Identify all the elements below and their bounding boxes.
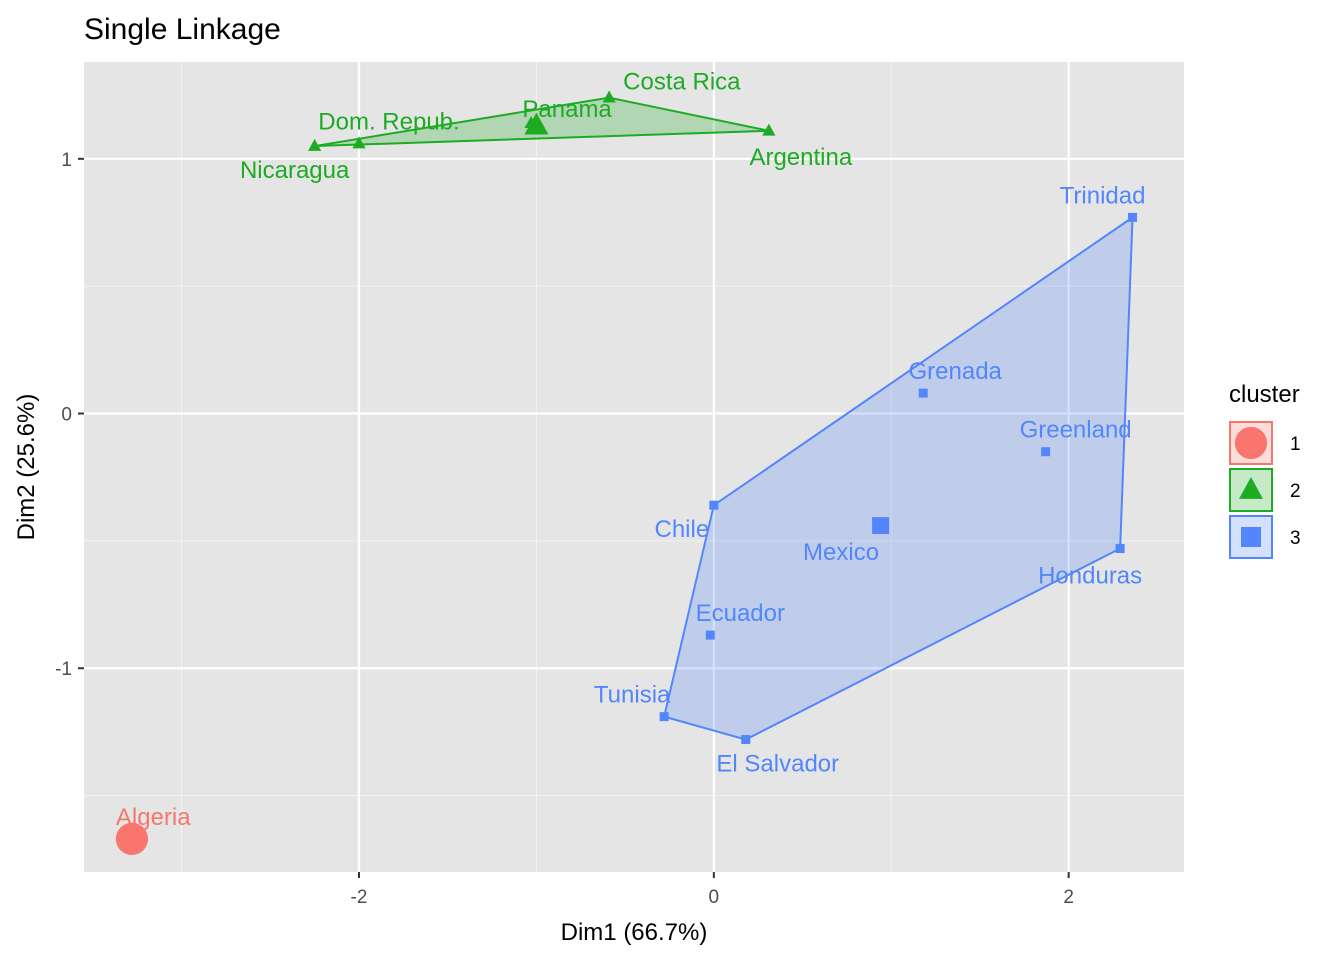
- minor-gridlines: [84, 62, 1184, 872]
- x-axis-ticks: -2 0 2: [351, 872, 1074, 908]
- point-greenland: [1041, 447, 1051, 457]
- point-costa-rica: [602, 90, 616, 103]
- y-tick-label: -1: [55, 659, 72, 680]
- point-label: El Salvador: [716, 751, 839, 778]
- major-gridlines: [84, 62, 1184, 872]
- point-algeria: [115, 822, 149, 856]
- point-label: Argentina: [749, 144, 852, 171]
- legend-key-2: [1229, 468, 1273, 512]
- data-points: [115, 90, 1138, 856]
- point-tunisia: [659, 712, 669, 722]
- cluster-3-hull: [662, 215, 1134, 741]
- y-tick-label: 0: [61, 405, 72, 426]
- point-el-salvador: [741, 735, 751, 745]
- cluster-hulls: [314, 96, 1134, 741]
- plot-panel: [84, 62, 1184, 872]
- x-axis-title: Dim1 (66.7%): [561, 919, 708, 946]
- point-label: Trinidad: [1060, 182, 1146, 209]
- cluster-2-centroid: [524, 112, 549, 135]
- y-axis-title: Dim2 (25.6%): [13, 394, 40, 541]
- point-label: Costa Rica: [623, 69, 741, 96]
- legend-label: 1: [1290, 434, 1301, 455]
- legend-symbol-2: [1239, 476, 1263, 499]
- point-label: Mexico: [803, 539, 879, 566]
- chart-title: Single Linkage: [84, 13, 281, 46]
- point-label: Chile: [654, 516, 709, 543]
- y-axis-ticks: -1 0 1: [55, 150, 84, 680]
- y-tick-label: 1: [61, 150, 72, 171]
- x-tick-label: 0: [709, 887, 720, 908]
- point-label: Algeria: [116, 804, 191, 831]
- cluster-centroids: [524, 112, 890, 535]
- point-label: Honduras: [1038, 563, 1142, 590]
- point-chile: [709, 500, 719, 510]
- point-argentina: [762, 123, 776, 136]
- legend-label: 3: [1290, 528, 1301, 549]
- point-labels: Algeria Costa Rica Dom. Repub. Panama Nicara…: [116, 69, 1146, 831]
- point-nicaragua: [308, 138, 322, 151]
- legend-symbol-3: [1241, 527, 1261, 547]
- point-grenada: [918, 388, 928, 398]
- point-ecuador: [705, 630, 715, 640]
- legend: cluster 1 2 3: [1229, 381, 1301, 559]
- point-honduras: [1115, 544, 1125, 554]
- point-label: Greenland: [1020, 417, 1132, 444]
- x-tick-label: -2: [351, 887, 368, 908]
- point-trinidad: [1128, 212, 1138, 222]
- legend-title: cluster: [1229, 381, 1300, 408]
- cluster-2-hull: [314, 96, 770, 148]
- point-label: Dom. Repub.: [318, 109, 459, 136]
- legend-label: 2: [1290, 481, 1301, 502]
- legend-key-3: [1229, 515, 1273, 559]
- point-label: Ecuador: [696, 600, 785, 627]
- legend-symbol-1: [1234, 426, 1268, 460]
- point-label: Panama: [522, 96, 612, 123]
- cluster-3-centroid: [872, 517, 890, 535]
- x-tick-label: 2: [1063, 887, 1074, 908]
- point-label: Tunisia: [594, 682, 671, 709]
- point-dom-repub-: [352, 136, 366, 149]
- point-label: Nicaragua: [240, 157, 350, 184]
- point-label: Grenada: [908, 358, 1002, 385]
